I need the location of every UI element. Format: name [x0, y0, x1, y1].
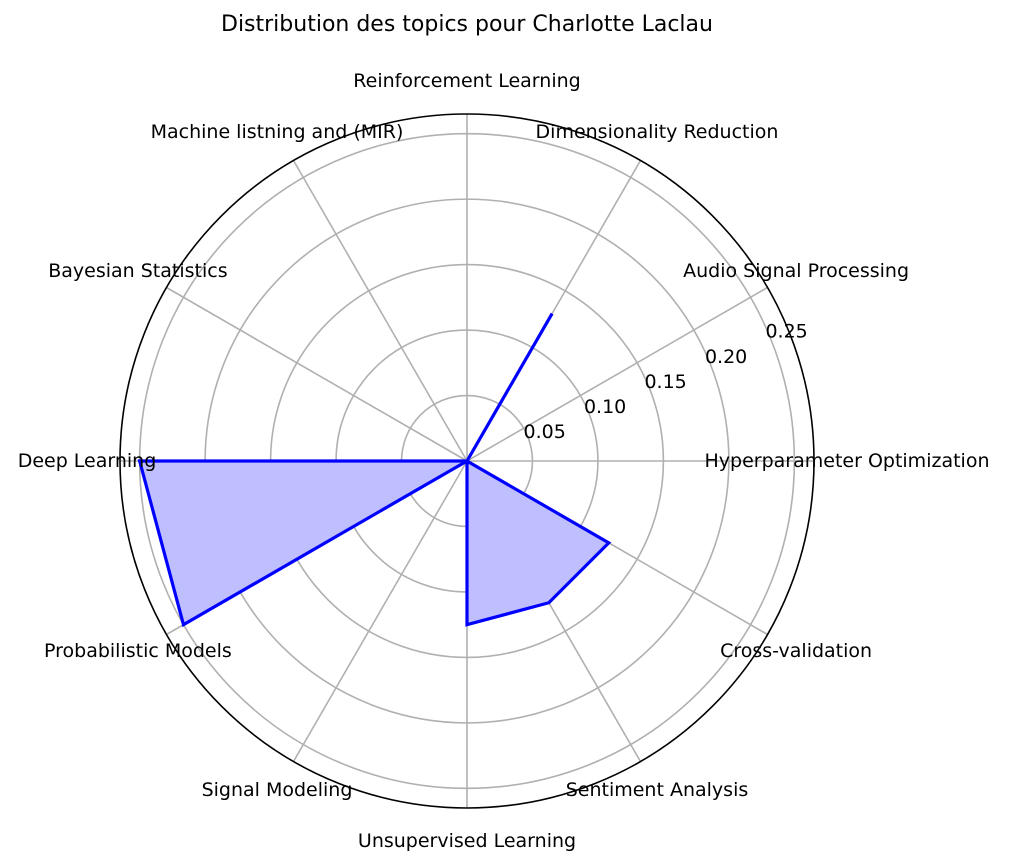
- radial-tick-label-2: 0.15: [644, 371, 686, 393]
- category-label-cross-validation: Cross-validation: [720, 640, 872, 662]
- category-label-reinforcement-learning: Reinforcement Learning: [353, 70, 580, 92]
- spoke-audio-signal-processing: [466, 286, 768, 462]
- chart-title: Distribution des topics pour Charlotte L…: [221, 12, 713, 37]
- radial-tick-label-3: 0.20: [705, 346, 747, 368]
- outer-frame: [119, 113, 815, 809]
- category-label-probabilistic-models: Probabilistic Models: [44, 640, 232, 662]
- polar-frame: [119, 113, 815, 809]
- category-labels: Hyperparameter Optimization Audio Signal …: [18, 70, 990, 852]
- category-label-dimensionality-reduction: Dimensionality Reduction: [536, 121, 779, 143]
- spoke-signal-modeling: [292, 460, 468, 762]
- category-label-machine-listning-and-mir: Machine listning and (MIR): [151, 121, 404, 143]
- spoke-bayesian-statistics: [166, 286, 468, 462]
- category-label-deep-learning: Deep Learning: [18, 450, 157, 472]
- category-label-bayesian-statistics: Bayesian Statistics: [48, 260, 227, 282]
- radial-tick-label-0: 0.05: [523, 421, 565, 443]
- radial-tick-label-1: 0.10: [584, 396, 626, 418]
- category-label-sentiment-analysis: Sentiment Analysis: [566, 779, 749, 801]
- series-layer: [137, 312, 612, 628]
- category-label-hyperparameter-optimization: Hyperparameter Optimization: [705, 450, 990, 472]
- series-line-0: [137, 312, 612, 628]
- category-label-signal-modeling: Signal Modeling: [202, 779, 353, 801]
- radial-tick-labels: 0.05 0.10 0.15 0.20 0.25: [523, 321, 807, 443]
- category-label-audio-signal-processing: Audio Signal Processing: [683, 260, 909, 282]
- spoke-machine-listning-and-mir: [292, 160, 468, 462]
- series-area-0: [139, 313, 609, 625]
- category-label-unsupervised-learning: Unsupervised Learning: [358, 830, 576, 852]
- radial-tick-label-4: 0.25: [765, 321, 807, 343]
